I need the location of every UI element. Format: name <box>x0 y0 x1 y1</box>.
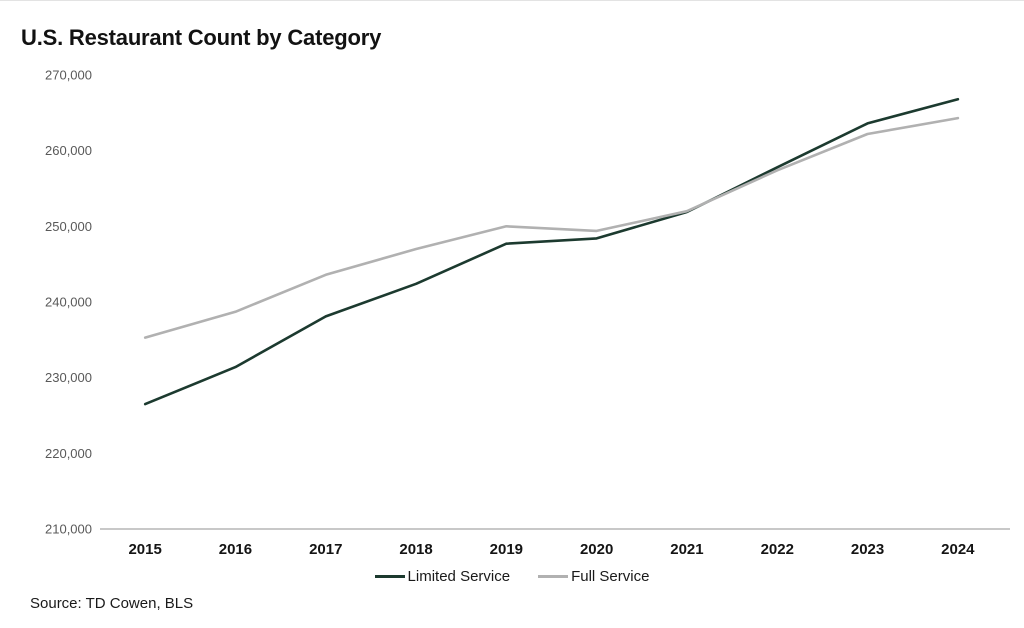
full-service-line <box>143 116 960 339</box>
x-tick-label: 2017 <box>309 541 342 558</box>
full-service-line-swatch-icon <box>538 575 569 578</box>
x-tick-label: 2020 <box>580 541 613 558</box>
x-tick-label: 2019 <box>490 541 523 558</box>
x-tick-label: 2024 <box>941 541 975 558</box>
x-tick-label: 2022 <box>761 541 794 558</box>
chart-legend: Limited Service Full Service <box>0 568 1024 585</box>
legend-item-full-service: Full Service <box>538 568 649 585</box>
y-tick-label: 220,000 <box>45 446 92 461</box>
source-note: Source: TD Cowen, BLS <box>30 595 194 612</box>
legend-item-limited-service: Limited Service <box>374 568 511 585</box>
x-tick-label: 2023 <box>851 541 884 558</box>
chart-title: U.S. Restaurant Count by Category <box>21 25 382 50</box>
y-tick-label: 250,000 <box>45 219 92 234</box>
y-tick-label: 270,000 <box>45 68 92 83</box>
x-tick-label: 2021 <box>670 541 703 558</box>
limited-service-line-swatch-icon <box>374 575 405 578</box>
legend-label-limited-service: Limited Service <box>407 568 511 585</box>
x-tick-label: 2015 <box>128 541 161 558</box>
x-tick-label: 2018 <box>399 541 432 558</box>
x-tick-label: 2016 <box>219 541 252 558</box>
y-tick-label: 230,000 <box>45 370 92 385</box>
y-tick-label: 240,000 <box>45 295 92 310</box>
limited-service-line <box>143 97 960 406</box>
y-tick-label: 260,000 <box>45 143 92 158</box>
legend-label-full-service: Full Service <box>571 568 650 585</box>
y-tick-label: 210,000 <box>45 522 92 537</box>
